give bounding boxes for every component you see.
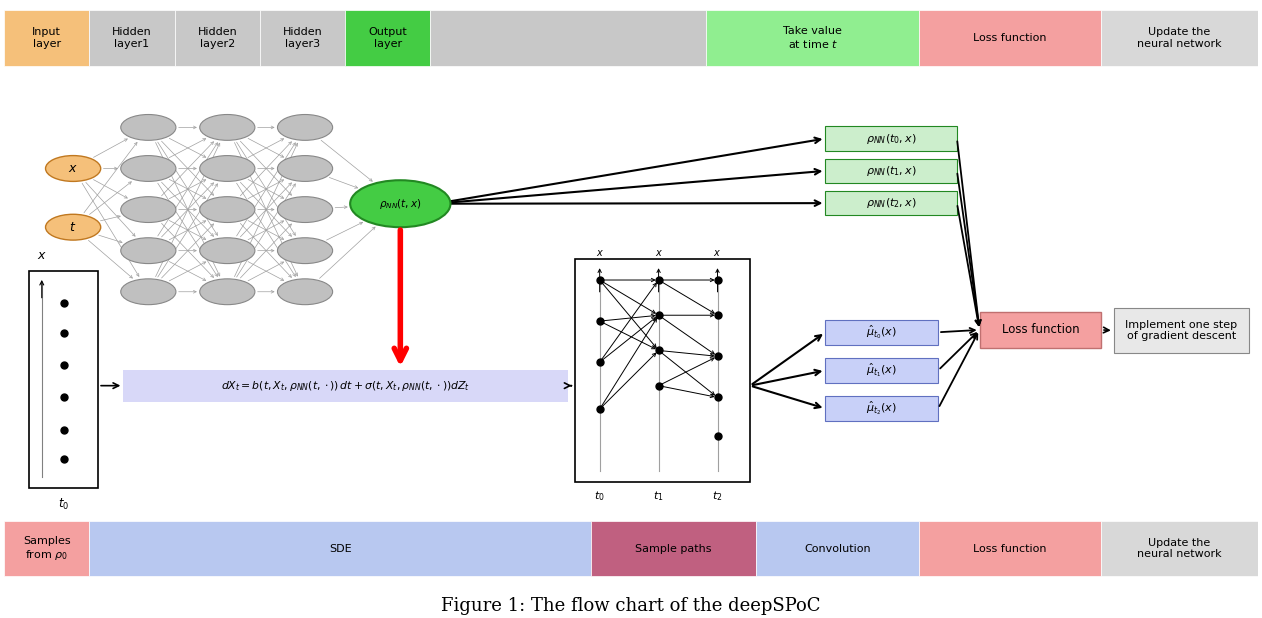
FancyBboxPatch shape xyxy=(346,10,430,66)
Text: Figure 1: The flow chart of the deepSPoC: Figure 1: The flow chart of the deepSPoC xyxy=(442,597,820,615)
FancyBboxPatch shape xyxy=(124,370,568,402)
Text: $dX_t = b(t, X_t, \rho_{NN}(t,\cdot))\,dt + \sigma(t, X_t, \rho_{NN}(t,\cdot))dZ: $dX_t = b(t, X_t, \rho_{NN}(t,\cdot))\,d… xyxy=(221,379,471,392)
FancyBboxPatch shape xyxy=(919,520,1102,577)
Text: $x$: $x$ xyxy=(68,162,78,175)
Text: Samples
from $\rho_0$: Samples from $\rho_0$ xyxy=(23,536,71,562)
Circle shape xyxy=(278,238,333,264)
FancyBboxPatch shape xyxy=(707,10,919,66)
Text: Hidden
layer1: Hidden layer1 xyxy=(112,27,151,49)
Text: Loss function: Loss function xyxy=(973,33,1047,43)
Circle shape xyxy=(199,279,255,305)
Text: $\hat{\mu}_{t_1}(x)$: $\hat{\mu}_{t_1}(x)$ xyxy=(867,362,897,379)
Text: Update the
neural network: Update the neural network xyxy=(1137,538,1222,559)
FancyBboxPatch shape xyxy=(1102,10,1258,66)
Text: $t$: $t$ xyxy=(69,221,77,234)
Text: $\rho_{NN}(t_1,x)$: $\rho_{NN}(t_1,x)$ xyxy=(866,164,916,178)
FancyBboxPatch shape xyxy=(574,260,750,483)
FancyBboxPatch shape xyxy=(979,312,1102,347)
Circle shape xyxy=(199,197,255,222)
Text: $\rho_{NN}(t,x)$: $\rho_{NN}(t,x)$ xyxy=(379,197,422,211)
Circle shape xyxy=(121,114,175,140)
Circle shape xyxy=(121,156,175,182)
FancyBboxPatch shape xyxy=(4,10,90,66)
Circle shape xyxy=(121,279,175,305)
FancyBboxPatch shape xyxy=(825,396,938,421)
Circle shape xyxy=(278,114,333,140)
Text: Sample paths: Sample paths xyxy=(635,543,712,554)
Text: $t_0$: $t_0$ xyxy=(58,497,69,512)
FancyBboxPatch shape xyxy=(825,358,938,383)
Circle shape xyxy=(278,279,333,305)
Circle shape xyxy=(199,114,255,140)
Circle shape xyxy=(199,156,255,182)
Text: Loss function: Loss function xyxy=(973,543,1047,554)
FancyBboxPatch shape xyxy=(174,10,260,66)
Text: Take value
at time $t$: Take value at time $t$ xyxy=(784,26,842,50)
Text: $\hat{\mu}_{t_0}(x)$: $\hat{\mu}_{t_0}(x)$ xyxy=(867,324,897,341)
FancyBboxPatch shape xyxy=(1102,520,1258,577)
FancyBboxPatch shape xyxy=(260,10,346,66)
FancyBboxPatch shape xyxy=(591,520,756,577)
Text: $\rho_{NN}(t_0,x)$: $\rho_{NN}(t_0,x)$ xyxy=(866,132,916,146)
FancyBboxPatch shape xyxy=(4,520,90,577)
Text: $x$: $x$ xyxy=(713,248,722,258)
Text: Implement one step
of gradient descent: Implement one step of gradient descent xyxy=(1126,320,1238,341)
Text: Convolution: Convolution xyxy=(805,543,871,554)
Text: Update the
neural network: Update the neural network xyxy=(1137,27,1222,49)
Text: $\rho_{NN}(t_2,x)$: $\rho_{NN}(t_2,x)$ xyxy=(866,196,916,210)
Text: $t_1$: $t_1$ xyxy=(654,489,664,503)
Text: $\hat{\mu}_{t_2}(x)$: $\hat{\mu}_{t_2}(x)$ xyxy=(867,400,897,417)
FancyBboxPatch shape xyxy=(90,10,174,66)
Text: $x$: $x$ xyxy=(655,248,663,258)
Text: $t_0$: $t_0$ xyxy=(594,489,604,503)
FancyBboxPatch shape xyxy=(825,191,957,216)
Circle shape xyxy=(121,197,175,222)
Text: Input
layer: Input layer xyxy=(33,27,62,49)
FancyBboxPatch shape xyxy=(430,10,707,66)
FancyBboxPatch shape xyxy=(90,520,591,577)
Text: Hidden
layer3: Hidden layer3 xyxy=(283,27,322,49)
FancyBboxPatch shape xyxy=(825,320,938,345)
FancyBboxPatch shape xyxy=(825,159,957,183)
FancyBboxPatch shape xyxy=(756,520,919,577)
Text: Loss function: Loss function xyxy=(1002,323,1079,336)
Circle shape xyxy=(45,214,101,240)
FancyBboxPatch shape xyxy=(1113,308,1249,353)
Text: Output
layer: Output layer xyxy=(369,27,408,49)
Text: $x$: $x$ xyxy=(37,250,47,263)
Circle shape xyxy=(350,180,451,227)
Circle shape xyxy=(278,197,333,222)
Text: $t_2$: $t_2$ xyxy=(712,489,723,503)
Circle shape xyxy=(45,156,101,182)
Circle shape xyxy=(121,238,175,264)
Text: $x$: $x$ xyxy=(596,248,603,258)
Text: Hidden
layer2: Hidden layer2 xyxy=(197,27,237,49)
FancyBboxPatch shape xyxy=(29,271,98,488)
Text: SDE: SDE xyxy=(329,543,351,554)
Circle shape xyxy=(278,156,333,182)
Circle shape xyxy=(199,238,255,264)
FancyBboxPatch shape xyxy=(825,126,957,151)
FancyBboxPatch shape xyxy=(919,10,1102,66)
